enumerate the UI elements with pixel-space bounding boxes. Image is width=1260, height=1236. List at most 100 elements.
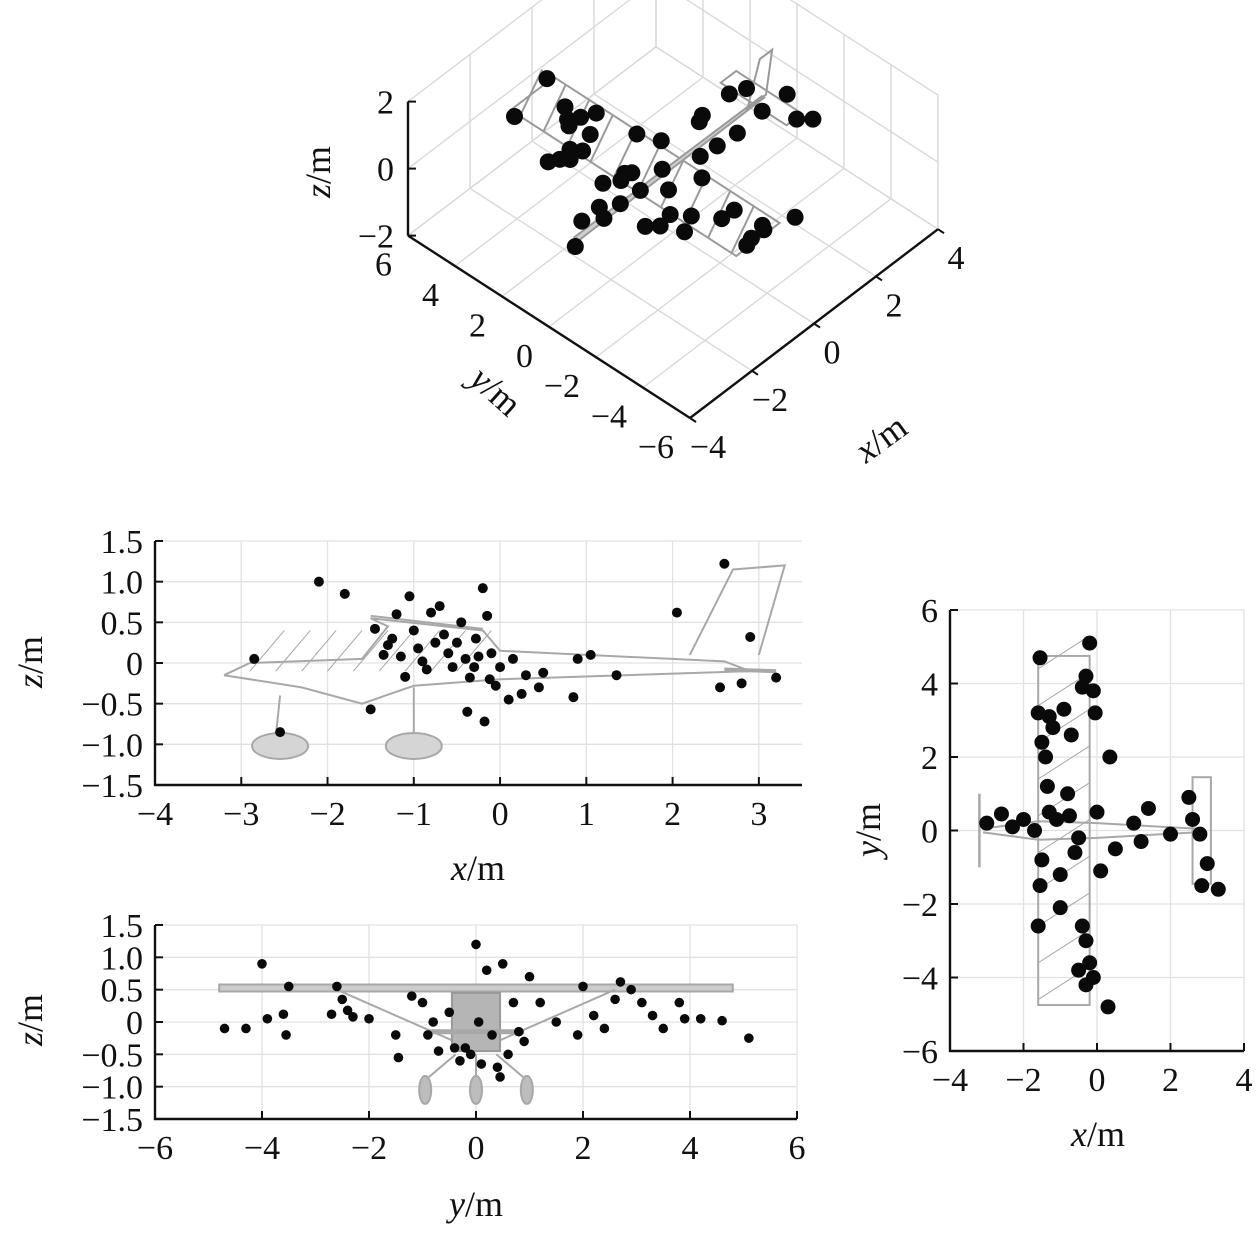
y-tick-label: 4 [422,277,439,314]
data-point [465,1049,476,1060]
wing-truss [1037,819,1090,853]
data-point [611,195,629,213]
data-point [393,1052,404,1063]
data-point [561,140,579,158]
data-point [636,217,654,235]
data-point [626,984,636,995]
data-point [535,997,545,1008]
data-point [313,576,324,587]
y-tick-label: −4 [591,399,627,436]
data-point [728,124,746,142]
y-tick-label: −1.5 [81,1102,143,1139]
data-point [430,637,441,648]
data-point [520,670,531,681]
y-tick-label: 6 [375,247,392,284]
data-point [581,125,599,143]
data-point [1100,999,1116,1015]
data-point [326,1009,337,1020]
y-tick-label: 1.5 [101,908,144,945]
y-tick-label: −2 [544,368,580,405]
data-point [364,1013,374,1024]
data-point [524,971,535,982]
gear-leg [424,1053,457,1081]
data-point [477,583,488,594]
data-point [631,181,649,199]
data-point [1049,811,1065,827]
data-point [462,706,473,717]
data-point [745,631,756,642]
data-point [588,1010,599,1021]
data-point [979,815,995,831]
data-point [538,70,556,88]
x-tick [937,228,945,235]
wing-truss [730,205,755,254]
data-point [479,716,490,727]
x-tick-label: 0 [824,335,841,372]
data-point [1030,918,1046,934]
x-tick-label: 1 [578,796,595,833]
data-point [599,1023,610,1034]
panel-front-ticks: −6 −4 −2 0 2 4 61.51.00.50−0.5−1.0−1.5 [81,908,805,1167]
axis-frame [153,541,802,787]
data-point [451,637,462,648]
data-point [693,169,711,187]
data-point [348,1012,358,1022]
data-point [717,1015,727,1026]
fuselage-truss [327,630,363,672]
z-tick-label: −2 [358,219,394,256]
data-point [1071,962,1087,978]
data-point [490,680,501,691]
fuselage-truss [301,630,337,672]
data-point [1107,841,1123,857]
fuselage-outline [223,617,751,705]
data-point [1199,856,1215,872]
fuselage-truss [275,630,311,672]
data-point [413,643,424,654]
data-point [1034,734,1050,750]
fuselage-truss [353,630,389,672]
data-point [464,672,475,683]
data-point [1078,933,1094,949]
x-tick-label: 2 [575,1130,592,1167]
data-point [391,609,402,620]
data-point [455,1056,465,1066]
data-point [473,651,484,662]
y-tick-label: −0.5 [81,1037,143,1074]
wheel [519,1074,534,1105]
grid-floor-y [548,137,798,328]
data-point [533,682,544,693]
x-tick-label: −4 [690,429,726,466]
grid-backwall-z [407,0,631,170]
data-point [456,617,467,628]
data-point [1067,845,1083,861]
y-tick-label: 2 [469,307,486,344]
data-point [572,1030,583,1040]
data-point [587,104,605,122]
data-point [283,981,294,992]
grid-floor-y [642,198,892,389]
data-point [407,991,417,1001]
data-point [1194,878,1210,894]
z-tick-label: 0 [377,152,394,189]
data-point [278,1009,289,1020]
data-point [438,629,449,640]
data-point [661,206,679,224]
data-point [653,160,671,178]
panel-front-ylabel: z/m [10,994,50,1047]
data-point [715,682,726,693]
data-point [481,965,492,976]
x-tick-label: −3 [223,796,259,833]
y-tick-label: −0.5 [81,687,143,724]
data-point [993,806,1009,822]
data-point [1185,811,1201,827]
y-tick-label: 2 [921,740,938,777]
data-point [708,137,726,155]
data-point [1074,918,1090,934]
y-tick-label: −1.0 [81,1070,143,1107]
data-point [1089,804,1105,820]
data-point [560,117,578,135]
x-tick-label: 4 [682,1130,699,1167]
y-tick-label: 0.5 [101,973,144,1010]
